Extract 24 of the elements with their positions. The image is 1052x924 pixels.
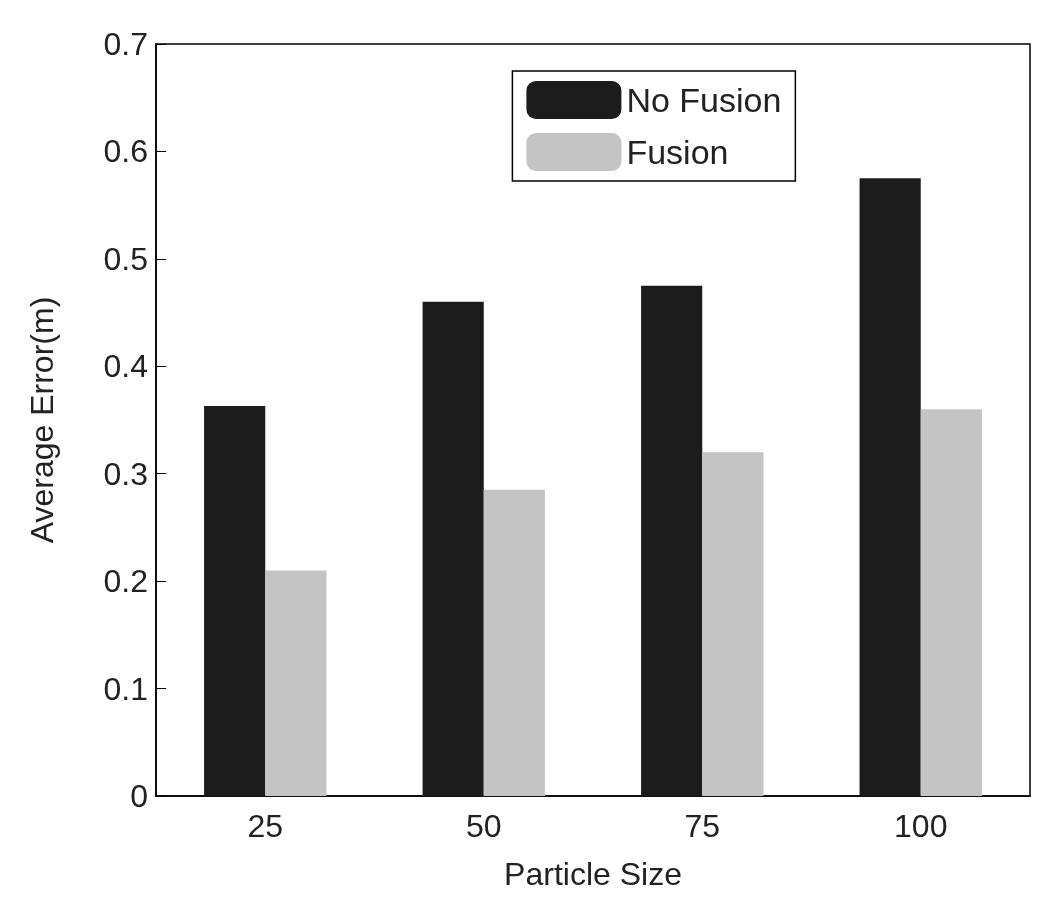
bar (483, 489, 545, 796)
bar (422, 301, 484, 796)
bar (920, 409, 982, 796)
y-tick-label: 0.2 (103, 563, 148, 600)
x-axis-title: Particle Size (504, 856, 682, 892)
y-tick-label: 0.1 (103, 670, 148, 707)
x-tick-label: 25 (247, 808, 284, 844)
x-tick-label: 75 (684, 808, 721, 844)
bar (641, 285, 703, 796)
y-tick-label: 0 (130, 778, 148, 814)
y-tick-label: 0.6 (103, 133, 148, 170)
legend-label: No Fusion (626, 81, 782, 119)
y-axis-title: Average Error(m) (24, 296, 60, 544)
bar (859, 178, 921, 796)
y-tick-label: 0.3 (103, 455, 148, 492)
bar (265, 570, 327, 796)
x-tick-label: 50 (465, 808, 502, 844)
bar (204, 406, 266, 796)
y-tick-label: 0.4 (103, 348, 148, 385)
y-tick-label: 0.5 (103, 240, 148, 277)
y-tick-label: 0.7 (103, 26, 148, 62)
legend-label: Fusion (626, 133, 729, 171)
x-tick-label: 100 (894, 808, 948, 844)
bar (702, 452, 764, 796)
